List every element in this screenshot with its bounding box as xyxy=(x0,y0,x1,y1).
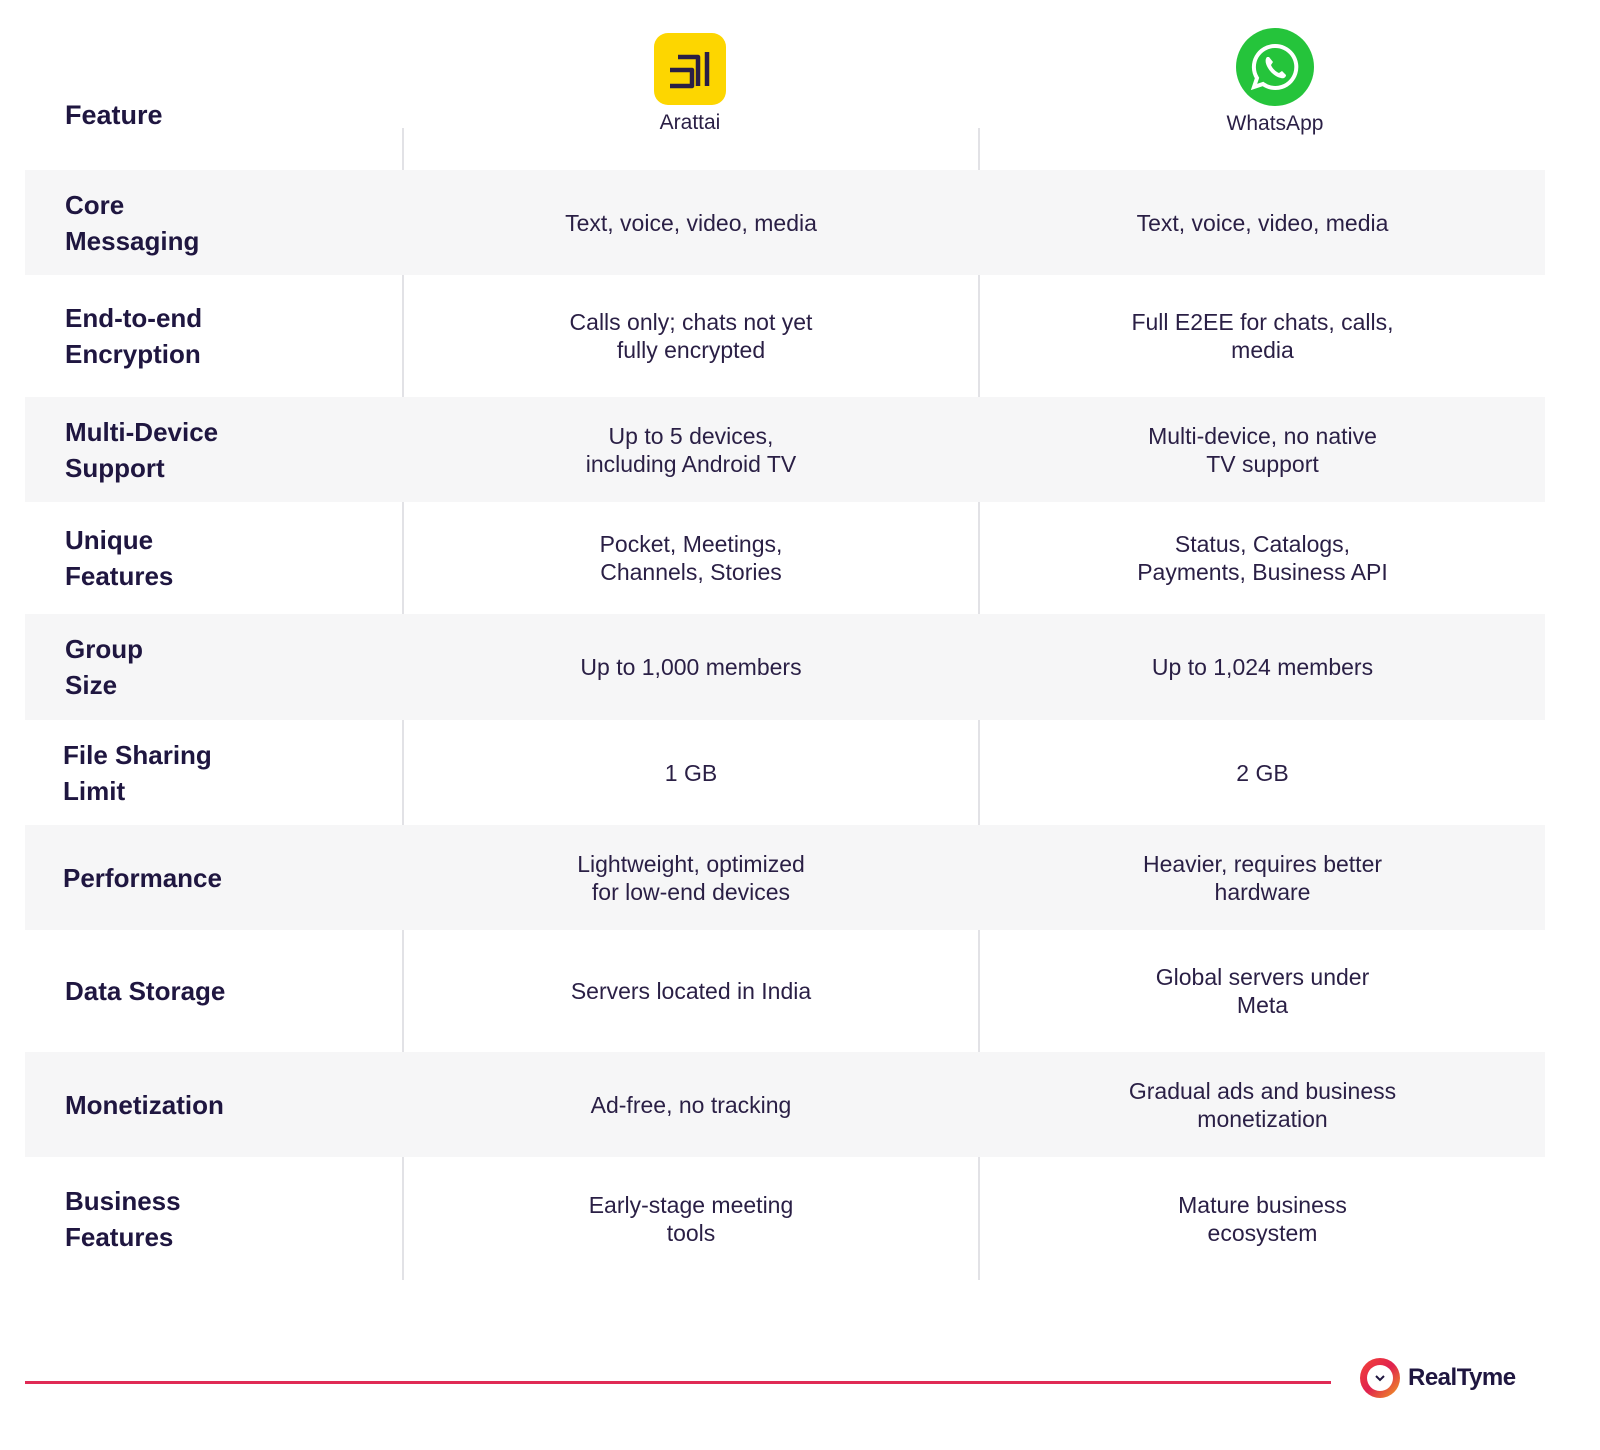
whatsapp-value: Gradual ads and business monetization xyxy=(1128,1077,1397,1132)
feature-label: File Sharing Limit xyxy=(63,739,212,806)
table-header: Feature Arattai xyxy=(25,0,1545,170)
feature-label: Business Features xyxy=(65,1185,181,1252)
whatsapp-value: 2 GB xyxy=(1236,759,1289,786)
table-row: Unique Features Pocket, Meetings, Channe… xyxy=(25,502,1545,614)
feature-label: Multi-Device Support xyxy=(65,416,219,483)
feature-label: Group Size xyxy=(65,634,143,700)
arattai-name: Arattai xyxy=(659,111,721,134)
table-row: Data Storage Servers located in India Gl… xyxy=(25,930,1545,1052)
arattai-value: Ad-free, no tracking xyxy=(590,1091,792,1118)
arattai-value: Up to 5 devices, including Android TV xyxy=(585,422,797,477)
arattai-value: Text, voice, video, media xyxy=(565,209,817,236)
arattai-column-header: Arattai xyxy=(590,33,790,135)
arattai-value: Servers located in India xyxy=(570,978,812,1004)
whatsapp-value: Mature business ecosystem xyxy=(1178,1191,1347,1246)
arattai-value: Up to 1,000 members xyxy=(580,654,802,680)
arattai-value: Early-stage meeting tools xyxy=(588,1191,794,1246)
whatsapp-value: Status, Catalogs, Payments, Business API xyxy=(1137,531,1388,585)
feature-label: End-to-end Encryption xyxy=(65,303,203,369)
arattai-value: Lightweight, optimized for low-end devic… xyxy=(577,850,805,905)
table-row: End-to-end Encryption Calls only; chats … xyxy=(25,275,1545,397)
feature-label: Monetization xyxy=(65,1089,224,1120)
feature-label: Performance xyxy=(63,862,222,893)
footer-divider xyxy=(25,1381,1331,1384)
feature-column-header: Feature xyxy=(65,100,163,130)
table-row: Performance Lightweight, optimized for l… xyxy=(25,825,1545,930)
realtyme-logo-icon xyxy=(1360,1358,1400,1398)
table-row: Multi-Device Support Up to 5 devices, in… xyxy=(25,397,1545,502)
table-row: Core Messaging Text, voice, video, media… xyxy=(25,170,1545,275)
whatsapp-value: Text, voice, video, media xyxy=(1136,209,1389,236)
whatsapp-value: Global servers under Meta xyxy=(1155,964,1370,1018)
whatsapp-value: Heavier, requires better hardware xyxy=(1142,850,1383,905)
whatsapp-value: Up to 1,024 members xyxy=(1151,654,1374,680)
whatsapp-logo-icon xyxy=(1236,28,1314,106)
realtyme-brand[interactable]: RealTyme xyxy=(1360,1358,1516,1398)
table-row: Business Features Early-stage meeting to… xyxy=(25,1157,1545,1280)
whatsapp-name: WhatsApp xyxy=(1226,112,1324,135)
arattai-value: 1 GB xyxy=(664,759,718,786)
arattai-value: Pocket, Meetings, Channels, Stories xyxy=(599,531,783,585)
realtyme-wordmark: RealTyme xyxy=(1408,1364,1516,1391)
table-row: Group Size Up to 1,000 members Up to 1,0… xyxy=(25,614,1545,720)
arattai-logo-icon xyxy=(654,33,726,105)
whatsapp-value: Full E2EE for chats, calls, media xyxy=(1131,309,1394,363)
feature-label: Core Messaging xyxy=(65,189,200,256)
feature-label: Data Storage xyxy=(65,976,226,1006)
table-row: Monetization Ad-free, no tracking Gradua… xyxy=(25,1052,1545,1157)
whatsapp-column-header: WhatsApp xyxy=(1175,28,1375,136)
arattai-value: Calls only; chats not yet fully encrypte… xyxy=(569,309,813,363)
table-row: File Sharing Limit 1 GB 2 GB xyxy=(25,720,1545,825)
feature-label: Unique Features xyxy=(65,525,174,591)
whatsapp-value: Multi-device, no native TV support xyxy=(1148,422,1377,477)
